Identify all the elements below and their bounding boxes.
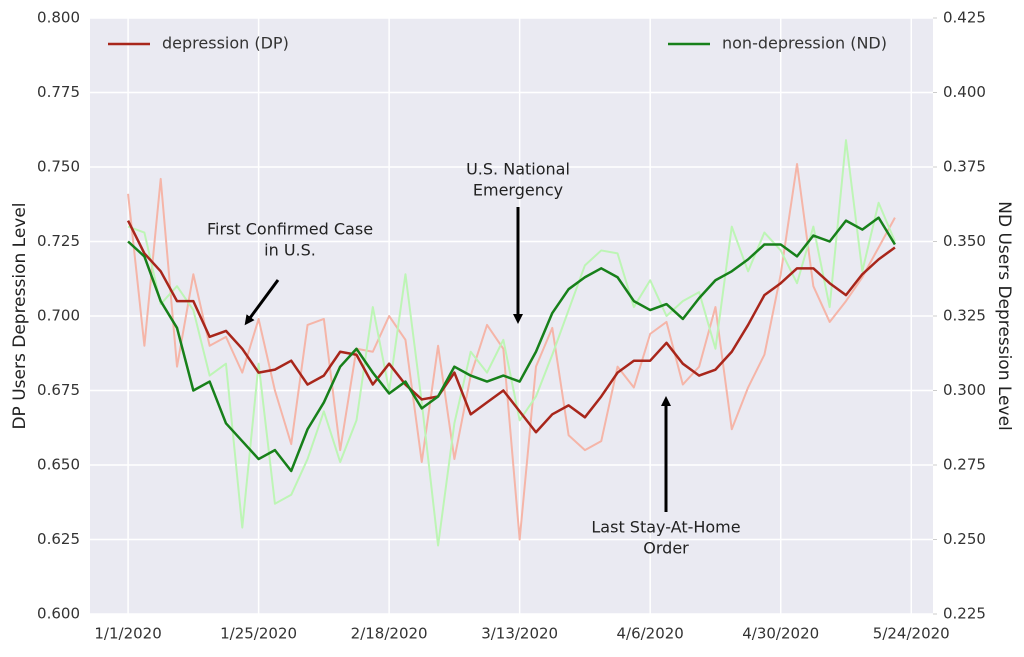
y-tick-label: 0.775	[37, 83, 80, 101]
annotation: Emergency	[473, 181, 563, 200]
y-tick-label: 0.650	[37, 456, 80, 474]
y2-tick-label: 0.250	[943, 530, 986, 548]
annotation: First Confirmed Case	[207, 220, 373, 239]
annotation: U.S. National	[466, 160, 570, 179]
y-tick-label: 0.800	[37, 9, 80, 27]
x-tick-label: 1/1/2020	[94, 625, 161, 643]
legend-label: non-depression (ND)	[722, 34, 887, 53]
legend: depression (DP) non-depression (ND)	[108, 34, 887, 53]
x-tick-label: 2/18/2020	[351, 625, 428, 643]
y2-tick-label: 0.350	[943, 232, 986, 250]
x-tick-label: 5/24/2020	[873, 625, 950, 643]
annotation: Order	[643, 539, 689, 558]
y2-tick-label: 0.375	[943, 158, 986, 176]
y-tick-label: 0.750	[37, 158, 80, 176]
series-line	[126, 220, 896, 434]
raw-series-line	[127, 163, 896, 541]
y-tick-label: 0.725	[37, 232, 80, 250]
raw-series-line	[127, 139, 896, 547]
annotation-arrow	[244, 279, 280, 326]
annotation: in U.S.	[264, 241, 316, 260]
y2-tick-label: 0.225	[943, 605, 986, 623]
annotation: Last Stay-At-Home	[591, 518, 740, 537]
y2-axis-label: ND Users Depression Level	[994, 201, 1014, 431]
y-tick-label: 0.675	[37, 381, 80, 399]
x-tick-label: 3/13/2020	[481, 625, 558, 643]
y-tick-label: 0.625	[37, 530, 80, 548]
y-tick-label: 0.600	[37, 605, 80, 623]
grid	[90, 17, 933, 615]
y-axis-label: DP Users Depression Level	[10, 202, 30, 429]
y2-tick-label: 0.325	[943, 307, 986, 325]
y-tick-label: 0.700	[37, 307, 80, 325]
y2-tick-label: 0.400	[943, 83, 986, 101]
x-tick-label: 1/25/2020	[220, 625, 297, 643]
legend-label: depression (DP)	[162, 34, 289, 53]
x-tick-label: 4/6/2020	[616, 625, 683, 643]
lines	[126, 139, 896, 547]
y2-tick-label: 0.425	[943, 9, 986, 27]
y2-tick-label: 0.275	[943, 456, 986, 474]
series-line	[127, 216, 896, 473]
x-tick-label: 4/30/2020	[742, 625, 819, 643]
y2-tick-label: 0.300	[943, 381, 986, 399]
